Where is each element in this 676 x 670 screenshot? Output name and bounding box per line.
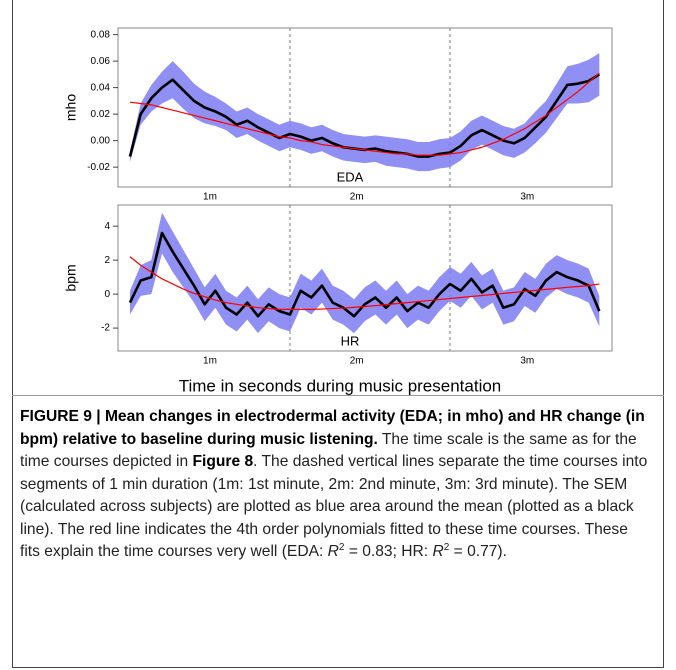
y-tick-label: 4 [104,221,110,232]
y-axis-title: mho [63,94,79,121]
caption-sup: 2 [338,541,345,553]
caption-bold: Figure 8 [192,453,254,470]
sem-band [130,53,600,172]
figure-frame [12,0,664,668]
y-axis-title: bpm [63,264,79,291]
caption-text: . The dashed vertical lines separate the… [20,453,648,560]
caption-text: The time scale is the same as for the ti… [20,430,637,471]
caption-bold: FIGURE 9 | Mean changes in electrodermal… [20,408,645,448]
caption-text: = 0.83; HR: [344,543,433,560]
x-tick-label: 3m [520,356,534,367]
fit-line [129,256,600,311]
sem-band [130,212,600,334]
figure: -0.02 0.00 0.02 0.04 0.06 0.08 1m 2m 3m EDA mho -2 0… [63,27,613,395]
x-tick-label: 3m [520,192,534,203]
x-tick-label: 1m [203,356,217,367]
y-tick-label: 0.02 [91,109,111,120]
x-axis-title: Time in seconds during music presentatio… [179,376,502,395]
caption-italic: R [327,543,339,560]
y-tick-label: 0.00 [91,135,111,146]
y-tick-label: 0.08 [91,29,111,40]
y-tick-label: -0.02 [87,162,110,173]
plot-box [117,204,613,352]
fit-line [129,72,600,156]
mean-line [128,231,601,318]
plot-box [117,27,613,188]
caption: FIGURE 9 | Mean changes in electrodermal… [20,406,652,564]
separator [12,395,664,396]
y-tick-label: 0.04 [91,82,111,93]
panel-label: HR [341,333,360,348]
caption-italic: R [432,543,444,560]
x-tick-label: 2m [350,356,364,367]
x-tick-label: 1m [203,192,217,203]
y-tick-label: -2 [101,323,110,334]
caption-sup: 2 [443,541,450,553]
y-tick-label: 0 [104,289,110,300]
y-tick-label: 2 [104,255,110,266]
panel-label: EDA [337,169,364,184]
x-tick-label: 2m [350,192,364,203]
caption-text: = 0.77). [449,543,507,560]
y-tick-label: 0.06 [91,56,111,67]
